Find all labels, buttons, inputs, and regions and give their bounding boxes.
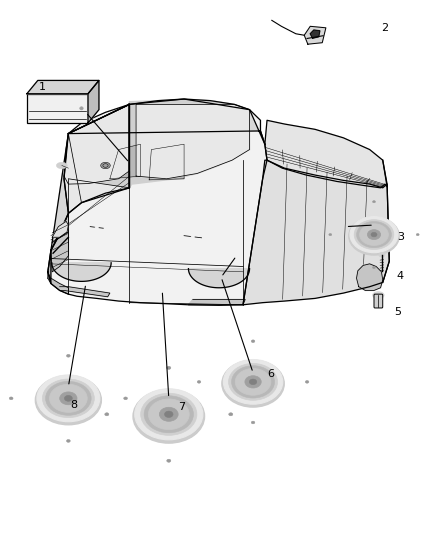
Ellipse shape (64, 395, 72, 401)
Ellipse shape (251, 421, 255, 424)
Ellipse shape (191, 235, 194, 238)
Polygon shape (136, 104, 250, 179)
Ellipse shape (101, 162, 110, 169)
Bar (27, 94, 88, 123)
Ellipse shape (144, 396, 194, 433)
Ellipse shape (305, 381, 309, 383)
Ellipse shape (223, 360, 283, 404)
Text: 2: 2 (381, 23, 389, 34)
Ellipse shape (35, 376, 101, 425)
Polygon shape (310, 30, 320, 38)
Polygon shape (48, 273, 68, 294)
Polygon shape (304, 26, 326, 44)
Text: 1: 1 (39, 82, 46, 92)
Ellipse shape (42, 379, 94, 418)
Ellipse shape (133, 390, 205, 443)
Polygon shape (52, 221, 68, 237)
Ellipse shape (46, 382, 91, 415)
FancyBboxPatch shape (374, 294, 383, 308)
Polygon shape (97, 99, 250, 188)
Ellipse shape (229, 413, 233, 416)
Polygon shape (51, 213, 68, 272)
Ellipse shape (148, 399, 189, 430)
Polygon shape (48, 99, 267, 305)
Ellipse shape (80, 107, 83, 110)
Ellipse shape (141, 393, 197, 435)
Text: 5: 5 (395, 306, 402, 317)
Text: 8: 8 (71, 400, 78, 410)
Polygon shape (68, 99, 265, 144)
Ellipse shape (251, 340, 255, 343)
Polygon shape (188, 269, 250, 288)
Ellipse shape (357, 222, 392, 248)
Ellipse shape (105, 413, 109, 416)
Ellipse shape (349, 217, 399, 255)
Ellipse shape (232, 366, 275, 398)
Ellipse shape (95, 225, 99, 229)
Text: 4: 4 (397, 271, 404, 280)
Ellipse shape (37, 375, 100, 422)
Ellipse shape (222, 360, 284, 407)
Polygon shape (60, 287, 110, 297)
Polygon shape (88, 80, 99, 123)
Polygon shape (357, 264, 383, 290)
Ellipse shape (67, 440, 70, 442)
Ellipse shape (60, 392, 77, 405)
Ellipse shape (9, 397, 13, 400)
Text: 7: 7 (178, 402, 185, 413)
Polygon shape (188, 300, 245, 305)
Polygon shape (64, 104, 130, 184)
Polygon shape (48, 251, 51, 284)
Ellipse shape (416, 233, 419, 236)
Ellipse shape (124, 397, 127, 400)
Ellipse shape (360, 224, 389, 246)
Ellipse shape (379, 253, 385, 257)
Polygon shape (51, 104, 130, 251)
Ellipse shape (67, 354, 70, 357)
Ellipse shape (371, 232, 377, 237)
Ellipse shape (350, 216, 398, 253)
Polygon shape (110, 144, 141, 179)
Ellipse shape (373, 292, 384, 298)
Polygon shape (149, 144, 184, 180)
Ellipse shape (165, 411, 173, 417)
Ellipse shape (49, 384, 87, 413)
Ellipse shape (249, 379, 257, 385)
Ellipse shape (135, 389, 203, 440)
Text: 6: 6 (267, 369, 274, 379)
Ellipse shape (167, 459, 171, 462)
Ellipse shape (167, 366, 171, 369)
Ellipse shape (57, 163, 67, 168)
Polygon shape (243, 160, 389, 305)
Ellipse shape (229, 364, 278, 400)
Ellipse shape (197, 381, 201, 383)
Ellipse shape (159, 407, 178, 421)
Polygon shape (52, 263, 111, 281)
Ellipse shape (367, 230, 381, 239)
Text: 3: 3 (397, 232, 404, 243)
Polygon shape (27, 80, 99, 94)
Ellipse shape (329, 233, 332, 236)
Ellipse shape (245, 376, 261, 388)
Ellipse shape (373, 266, 375, 269)
Polygon shape (64, 104, 130, 213)
Ellipse shape (373, 200, 375, 203)
Polygon shape (265, 120, 387, 188)
Ellipse shape (354, 220, 394, 249)
Ellipse shape (235, 368, 271, 395)
